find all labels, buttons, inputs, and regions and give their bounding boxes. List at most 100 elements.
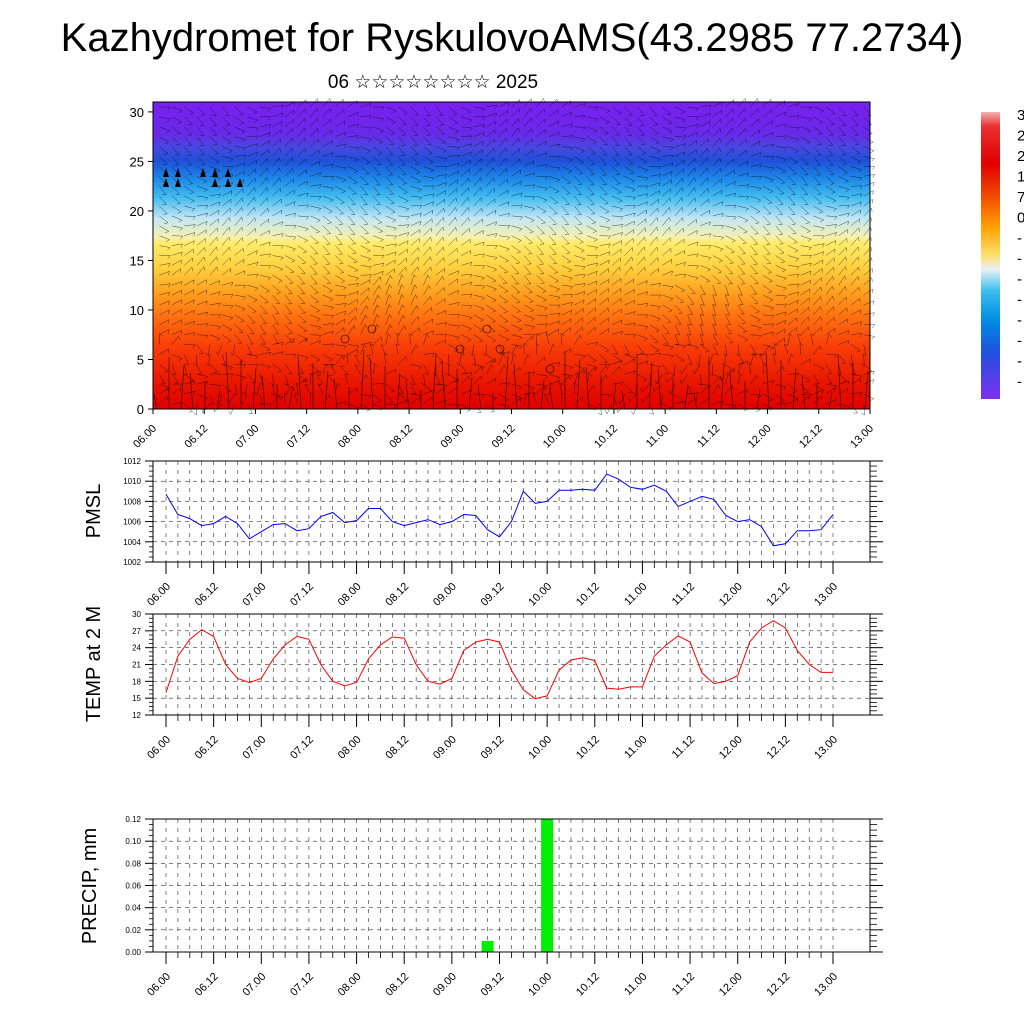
y-tick-label: 0.00 [125, 948, 141, 957]
x-tick-label: 11.00 [622, 581, 649, 608]
calm-wind-circle [340, 334, 350, 344]
pmsl-x-axis: 06.00 06.12 07.00 07.12 08.00 08.12 09.00 09.12… [145, 562, 840, 609]
colorbar-label: - [1017, 374, 1022, 391]
x-tick-label: 11.12 [670, 971, 697, 998]
x-tick-label: 07.12 [288, 581, 316, 609]
colorbar-label: - [1017, 333, 1022, 350]
pmsl-frame [152, 460, 871, 563]
colorbar-label: - [1017, 271, 1022, 288]
colorbar-scale [981, 112, 1000, 399]
y-tick-label: 20 [130, 204, 144, 219]
temperature-y-axis: 12 15 18 21 24 27 30 [132, 610, 883, 720]
precipitation-y-axis: 0.00 0.02 0.04 0.06 0.08 0.10 0.12 [125, 815, 883, 957]
x-tick-label: 11.12 [670, 734, 697, 761]
x-tick-label: 08.12 [383, 971, 411, 999]
colorbar-label: - [1017, 251, 1022, 268]
precip-bar [541, 819, 554, 952]
x-tick-label: 09.12 [479, 971, 507, 999]
x-tick-label: 09.12 [490, 423, 518, 451]
y-tick-label: 24 [132, 644, 141, 653]
wind-arrow-marker [212, 168, 218, 177]
colorbar-label: 7 [1017, 189, 1024, 206]
pmsl-y-axis: 1002 1004 1006 1008 1010 1012 [123, 457, 883, 567]
precip-bar [481, 940, 494, 952]
x-tick-label: 10.00 [541, 423, 569, 451]
y-tick-label: 1006 [123, 518, 141, 527]
x-tick-label: 12.12 [765, 734, 793, 762]
y-tick-label: 0.12 [125, 815, 141, 824]
x-tick-label: 13.00 [812, 581, 840, 609]
x-tick-label: 08.12 [387, 423, 415, 451]
cross-section-plot: 0 5 10 15 20 25 30 06.00 06.12 07.00 07.12 08.00 08… [130, 98, 876, 451]
x-tick-label: 06.12 [182, 423, 210, 451]
y-tick-label: 21 [132, 661, 141, 670]
x-tick-label: 06.00 [145, 581, 173, 609]
x-tick-label: 12.00 [717, 971, 745, 999]
x-tick-label: 11.00 [644, 423, 671, 450]
y-tick-label: 0.04 [125, 904, 141, 913]
precipitation-ylabel: PRECIP, mm [79, 828, 101, 944]
cross-section-x-axis: 06.00 06.12 07.00 07.12 08.00 08.12 09.00 09.12… [131, 409, 876, 451]
x-tick-label: 11.12 [670, 581, 697, 608]
y-tick-label: 15 [130, 253, 144, 268]
precipitation-chart: 0.000.020.040.060.080.100.12 06.00 06.12 0… [79, 815, 883, 999]
y-tick-label: 0.08 [125, 859, 141, 868]
x-tick-label: 09.00 [438, 423, 466, 451]
temperature-ylabel: TEMP at 2 M [83, 606, 105, 722]
temperature-x-axis: 06.00 06.12 07.00 07.12 08.00 08.12 09.00 09.12… [145, 715, 840, 762]
x-tick-label: 10.12 [574, 734, 602, 762]
x-tick-label: 12.12 [765, 581, 793, 609]
y-tick-label: 5 [137, 352, 144, 367]
x-tick-label: 06.12 [193, 734, 221, 762]
wind-arrow-marker [225, 168, 231, 177]
x-tick-label: 13.00 [848, 423, 876, 451]
pmsl-chart: 1002 1004 1006 1008 1010 1012 06.00 06.12 07.00… [83, 457, 883, 609]
colorbar-label: - [1017, 230, 1022, 247]
wind-arrow-marker [163, 178, 169, 187]
wind-arrow-marker [163, 168, 169, 177]
x-tick-label: 08.12 [383, 734, 411, 762]
x-tick-label: 10.00 [526, 971, 554, 999]
wind-arrow-marker [175, 178, 181, 187]
calm-wind-circle [367, 324, 377, 334]
wind-arrow-marker [237, 178, 243, 187]
pmsl-grid [153, 460, 870, 563]
precipitation-x-axis: 06.00 06.12 07.00 07.12 08.00 08.12 09.00 09.12… [145, 952, 840, 999]
colorbar-label: - [1017, 292, 1022, 309]
x-tick-label: 12.12 [797, 423, 825, 451]
x-tick-label: 06.00 [145, 734, 173, 762]
x-tick-label: 07.00 [240, 734, 268, 762]
x-tick-label: 09.00 [431, 734, 459, 762]
y-tick-label: 0.10 [125, 837, 141, 846]
y-tick-label: 10 [130, 303, 144, 318]
y-tick-label: 1010 [123, 477, 141, 486]
temperature-chart: 12 15 18 21 24 27 30 06.00 06.12 07.00 07.12 08.00… [83, 606, 883, 762]
x-tick-label: 10.12 [592, 423, 620, 451]
colorbar-label: 1 [1017, 169, 1024, 186]
wind-barbs [153, 98, 875, 416]
x-tick-label: 08.00 [336, 734, 364, 762]
temperature-series-line [165, 620, 833, 700]
y-tick-label: 1012 [123, 457, 141, 466]
x-tick-label: 07.00 [240, 581, 268, 609]
x-tick-label: 09.00 [431, 971, 459, 999]
x-tick-label: 06.12 [193, 971, 221, 999]
x-tick-label: 07.12 [285, 423, 313, 451]
colorbar-label: 3 [1017, 107, 1024, 124]
x-tick-label: 12.00 [717, 581, 745, 609]
x-tick-label: 08.00 [336, 581, 364, 609]
pmsl-ylabel: PMSL [83, 484, 105, 538]
calm-wind-circle [545, 364, 555, 374]
x-tick-label: 09.12 [479, 734, 507, 762]
wind-arrow-marker [212, 178, 218, 187]
y-tick-label: 1008 [123, 497, 141, 506]
precipitation-grid [153, 818, 870, 953]
x-tick-label: 08.00 [336, 971, 364, 999]
chart-subtitle: 06 ☆☆☆☆☆☆☆☆ 2025 [327, 72, 539, 93]
x-tick-label: 07.00 [234, 423, 262, 451]
temperature-grid [153, 613, 870, 716]
x-tick-label: 07.12 [288, 734, 316, 762]
y-tick-label: 1002 [123, 558, 141, 567]
colorbar-label: - [1017, 312, 1022, 329]
